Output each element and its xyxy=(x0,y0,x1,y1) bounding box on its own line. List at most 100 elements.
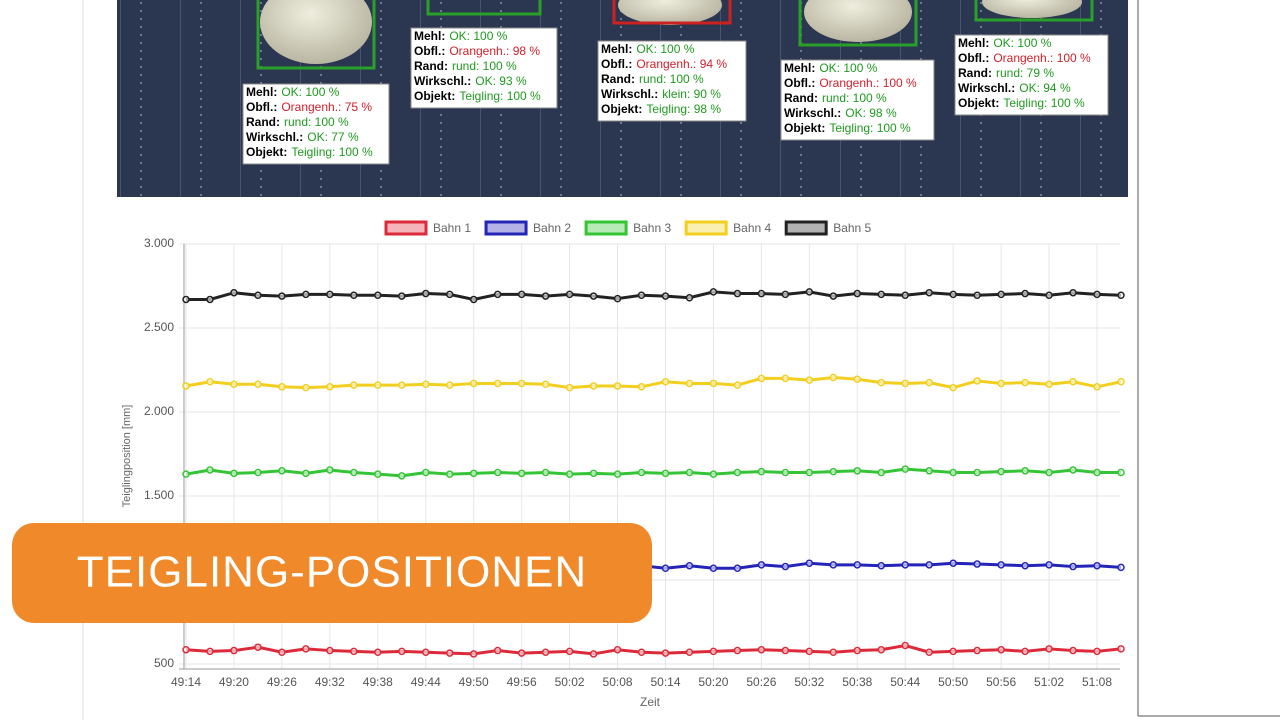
detection-value: rund: 79 % xyxy=(996,66,1054,80)
detection-line: Wirkschl.: OK: 93 % xyxy=(414,74,527,88)
x-tick-label: 50:14 xyxy=(650,675,680,689)
data-point xyxy=(1093,290,1101,299)
x-tick-label: 50:08 xyxy=(603,675,633,689)
data-point xyxy=(206,295,214,304)
data-point xyxy=(925,561,933,569)
data-point xyxy=(1117,645,1125,653)
data-point xyxy=(1021,647,1029,656)
detection-value: rund: 100 % xyxy=(822,91,887,105)
data-point xyxy=(805,288,814,296)
detection-value: rund: 100 % xyxy=(639,72,704,86)
data-point xyxy=(853,561,862,569)
legend-label: Bahn 5 xyxy=(833,221,871,235)
detection-line: Rand: rund: 100 % xyxy=(246,115,349,129)
data-point xyxy=(469,469,478,478)
detection-key: Mehl: xyxy=(246,85,277,99)
x-tick-label: 49:56 xyxy=(507,675,537,689)
detection-value: Orangenh.: 75 % xyxy=(281,100,372,114)
data-point xyxy=(973,468,981,477)
y-tick-label: 3.000 xyxy=(144,236,174,250)
detection-line: Objekt: Teigling: 100 % xyxy=(414,89,541,103)
data-point xyxy=(1117,291,1125,299)
data-point xyxy=(421,380,430,389)
detection-value: Teigling: 100 % xyxy=(829,121,911,135)
data-point xyxy=(589,292,598,300)
x-tick-label: 50:26 xyxy=(746,675,776,689)
detection-line: Mehl: OK: 100 % xyxy=(958,36,1052,50)
data-point xyxy=(565,290,574,299)
legend-swatch xyxy=(584,220,628,236)
data-point xyxy=(781,562,790,571)
y-tick-label: 2.500 xyxy=(144,320,174,334)
detection-value: Teigling: 98 % xyxy=(646,102,721,116)
detection-value: OK: 100 % xyxy=(819,61,877,75)
legend-swatch xyxy=(784,220,828,236)
detection-line: Objekt: Teigling: 100 % xyxy=(784,121,911,135)
data-point xyxy=(709,564,718,572)
data-point xyxy=(853,375,862,383)
detection-line: Wirkschl.: klein: 90 % xyxy=(601,87,721,101)
data-point xyxy=(469,379,478,388)
data-point xyxy=(230,288,238,297)
data-point xyxy=(829,561,838,569)
data-point xyxy=(877,561,886,570)
data-point xyxy=(517,290,526,299)
data-point xyxy=(925,288,933,297)
data-point xyxy=(781,374,790,383)
bounding-box xyxy=(612,0,732,25)
x-tick-label: 49:26 xyxy=(267,675,297,689)
detection-key: Wirkschl.: xyxy=(784,106,841,120)
detection-key: Rand: xyxy=(601,72,635,86)
data-point xyxy=(278,648,286,656)
data-point xyxy=(973,560,981,568)
detection-bg xyxy=(597,40,747,122)
data-point xyxy=(469,650,478,658)
x-tick-label: 50:56 xyxy=(986,675,1016,689)
bounding-box xyxy=(256,0,376,70)
data-point xyxy=(374,470,382,478)
data-point xyxy=(805,559,814,567)
data-point xyxy=(829,292,838,300)
data-point xyxy=(949,647,957,656)
data-point xyxy=(1069,466,1077,474)
data-point xyxy=(685,648,694,656)
data-point xyxy=(1069,378,1077,386)
data-point xyxy=(589,650,598,658)
detection-key: Rand: xyxy=(784,91,818,105)
detection-key: Objekt: xyxy=(784,121,825,135)
data-point xyxy=(757,289,766,298)
detection-value: Orangenh.: 100 % xyxy=(819,76,917,90)
detection-value: OK: 100 % xyxy=(993,36,1051,50)
data-point xyxy=(757,467,766,476)
data-point xyxy=(374,381,382,389)
data-point xyxy=(685,468,694,477)
banner-text: TEIGLING-POSITIONEN xyxy=(77,548,587,597)
data-point xyxy=(278,467,286,475)
data-point xyxy=(805,647,814,656)
detection-line: Rand: rund: 100 % xyxy=(784,91,887,105)
data-point xyxy=(1093,468,1101,477)
data-point xyxy=(661,378,670,386)
detection-key: Wirkschl.: xyxy=(958,81,1015,95)
data-point xyxy=(350,647,358,656)
detection-key: Obfl.: xyxy=(601,57,632,71)
data-point xyxy=(901,379,909,388)
detection-value: OK: 94 % xyxy=(1019,81,1071,95)
detection-key: Mehl: xyxy=(414,29,445,43)
data-point xyxy=(1021,467,1029,475)
detection-bg xyxy=(780,59,935,141)
series-line xyxy=(186,290,1122,301)
data-point xyxy=(206,466,214,474)
detection-box: Mehl: OK: 100 % Obfl.: Orangenh.: 98 %Rand:… xyxy=(410,27,558,109)
data-point xyxy=(398,292,406,300)
x-tick-label: 50:02 xyxy=(555,675,585,689)
x-tick-label: 51:08 xyxy=(1082,675,1112,689)
detection-value: klein: 90 % xyxy=(662,87,721,101)
detection-value: OK: 93 % xyxy=(475,74,527,88)
data-point xyxy=(925,378,933,387)
data-point xyxy=(781,290,790,299)
data-point xyxy=(1045,468,1053,477)
data-point xyxy=(374,291,382,299)
y-axis-title: Teiglingposition [mm] xyxy=(121,405,133,508)
detection-key: Objekt: xyxy=(958,96,999,110)
